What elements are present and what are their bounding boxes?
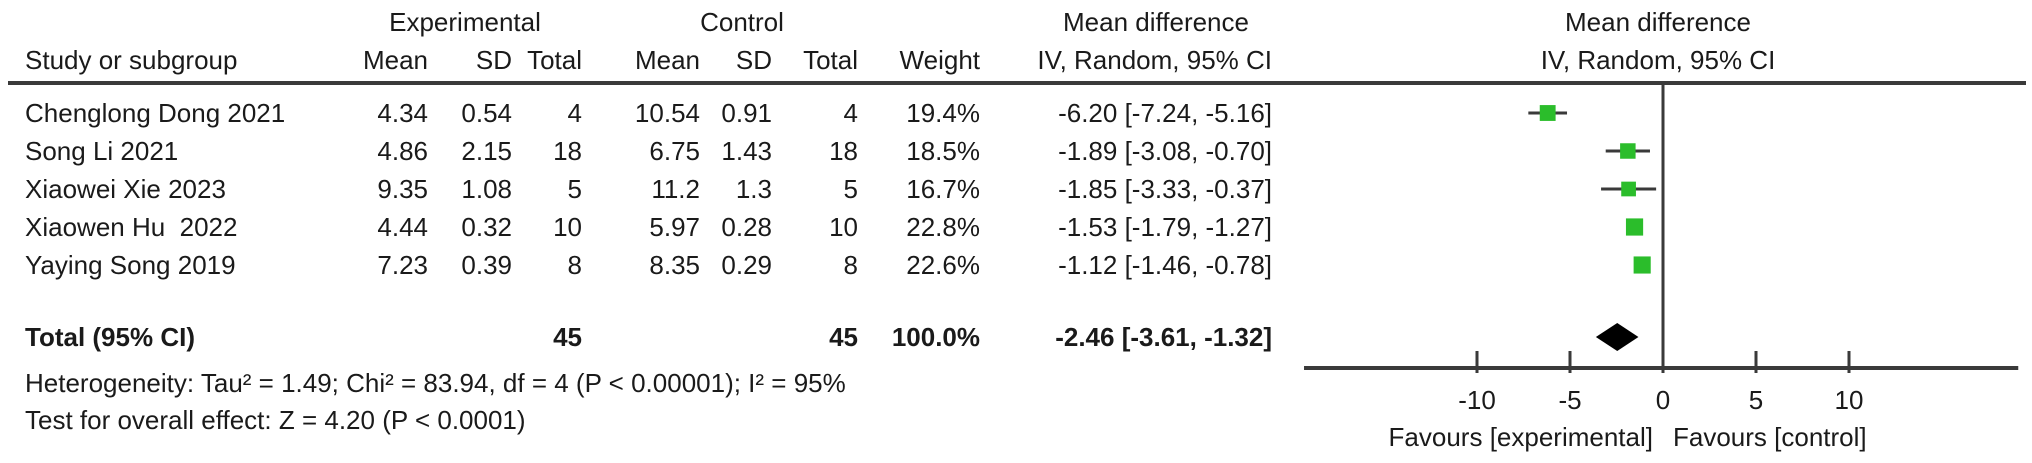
- header-exp-sd: SD: [475, 45, 512, 75]
- header-mean-difference-text: Mean difference: [1063, 7, 1249, 37]
- study-label: Chenglong Dong 2021: [25, 98, 286, 128]
- axis-tick-label: 10: [1835, 385, 1864, 415]
- cell-ctl-total: 10: [829, 212, 858, 242]
- cell-ctl-mean: 10.54: [634, 98, 700, 128]
- cell-weight: 100.0%: [891, 322, 980, 352]
- cell-ctl-total: 5: [843, 174, 858, 204]
- study-label: Xiaowen Hu 2022: [25, 212, 238, 242]
- cell-exp-sd: 0.32: [461, 212, 512, 242]
- total-row: Total (95% CI) 45 45 100.0% -2.46 [-3.61, -1…: [0, 318, 2032, 356]
- cell-exp-total: 8: [567, 250, 582, 280]
- cell-ctl-total: 8: [843, 250, 858, 280]
- header-ctl-total: Total: [803, 45, 858, 75]
- cell-ci-text: -1.12 [-1.46, -0.78]: [1058, 250, 1272, 280]
- cell-ci-text: -6.20 [-7.24, -5.16]: [1058, 98, 1272, 128]
- study-row: Chenglong Dong 2021 4.34 0.54 4 10.54 0.91 4 19…: [0, 94, 2032, 132]
- favours-experimental-label: Favours [experimental]: [1388, 422, 1653, 452]
- study-row: Xiaowei Xie 2023 9.35 1.08 5 11.2 1.3 5 16.7% -1…: [0, 170, 2032, 208]
- cell-ctl-total: 18: [829, 136, 858, 166]
- cell-exp-mean: 4.44: [377, 212, 428, 242]
- header-ctl-sd: SD: [735, 45, 772, 75]
- study-row: Song Li 2021 4.86 2.15 18 6.75 1.43 18 18.5% -1.…: [0, 132, 2032, 170]
- cell-exp-mean: 9.35: [377, 174, 428, 204]
- cell-exp-mean: 4.34: [377, 98, 428, 128]
- cell-ci-text: -1.53 [-1.79, -1.27]: [1058, 212, 1272, 242]
- cell-ctl-mean: 6.75: [649, 136, 700, 166]
- cell-weight: 16.7%: [906, 174, 980, 204]
- cell-exp-sd: 2.15: [461, 136, 512, 166]
- study-label: Yaying Song 2019: [25, 250, 236, 280]
- header-exp-mean: Mean: [362, 45, 428, 75]
- cell-ctl-sd: 1.3: [735, 174, 772, 204]
- cell-weight: 19.4%: [906, 98, 980, 128]
- header-exp-total: Total: [527, 45, 582, 75]
- axis-tick-label: 5: [1749, 385, 1763, 415]
- header-study-col: Study or subgroup: [25, 45, 238, 75]
- cell-exp-sd: 0.54: [461, 98, 512, 128]
- cell-ctl-total: 45: [829, 322, 858, 352]
- cell-ctl-mean: 5.97: [649, 212, 700, 242]
- cell-weight: 22.6%: [906, 250, 980, 280]
- cell-exp-sd: 1.08: [461, 174, 512, 204]
- header-control-group: Control: [700, 7, 784, 37]
- cell-weight: 22.8%: [906, 212, 980, 242]
- axis-tick-label: -10: [1458, 385, 1496, 415]
- heterogeneity-text: Heterogeneity: Tau² = 1.49; Chi² = 83.94…: [25, 368, 846, 398]
- header-rule: [8, 81, 2026, 85]
- study-row: Xiaowen Hu 2022 4.44 0.32 10 5.97 0.28 10 22.8%…: [0, 208, 2032, 246]
- header-weight: Weight: [899, 45, 980, 75]
- axis-tick-label: -5: [1558, 385, 1581, 415]
- cell-ctl-mean: 8.35: [649, 250, 700, 280]
- axis-tick-label: 0: [1656, 385, 1670, 415]
- header-mean-difference-plot: Mean difference: [1565, 7, 1751, 37]
- cell-ctl-sd: 0.28: [721, 212, 772, 242]
- cell-exp-total: 5: [567, 174, 582, 204]
- header-iv-plot: IV, Random, 95% CI: [1540, 45, 1776, 75]
- cell-exp-mean: 4.86: [377, 136, 428, 166]
- cell-ci-text: -1.85 [-3.33, -0.37]: [1058, 174, 1272, 204]
- study-label: Song Li 2021: [25, 136, 179, 166]
- total-label: Total (95% CI): [25, 322, 195, 352]
- header-iv-text: IV, Random, 95% CI: [1037, 45, 1272, 75]
- cell-exp-total: 10: [553, 212, 582, 242]
- study-label: Xiaowei Xie 2023: [25, 174, 226, 204]
- cell-exp-total: 45: [553, 322, 582, 352]
- cell-weight: 18.5%: [906, 136, 980, 166]
- overall-effect-text: Test for overall effect: Z = 4.20 (P < 0…: [25, 405, 526, 435]
- cell-ctl-sd: 1.43: [721, 136, 772, 166]
- cell-ctl-sd: 0.91: [721, 98, 772, 128]
- cell-ctl-sd: 0.29: [721, 250, 772, 280]
- study-row: Yaying Song 2019 7.23 0.39 8 8.35 0.29 8 22.6% -…: [0, 246, 2032, 284]
- favours-control-label: Favours [control]: [1673, 422, 1867, 452]
- cell-ctl-mean: 11.2: [651, 174, 700, 204]
- cell-ci-text: -2.46 [-3.61, -1.32]: [1055, 322, 1272, 352]
- cell-exp-sd: 0.39: [461, 250, 512, 280]
- header-ctl-mean: Mean: [634, 45, 700, 75]
- cell-ci-text: -1.89 [-3.08, -0.70]: [1058, 136, 1272, 166]
- cell-exp-total: 4: [567, 98, 582, 128]
- cell-ctl-total: 4: [843, 98, 858, 128]
- header-experimental-group: Experimental: [389, 7, 541, 37]
- cell-exp-mean: 7.23: [377, 250, 428, 280]
- cell-exp-total: 18: [553, 136, 582, 166]
